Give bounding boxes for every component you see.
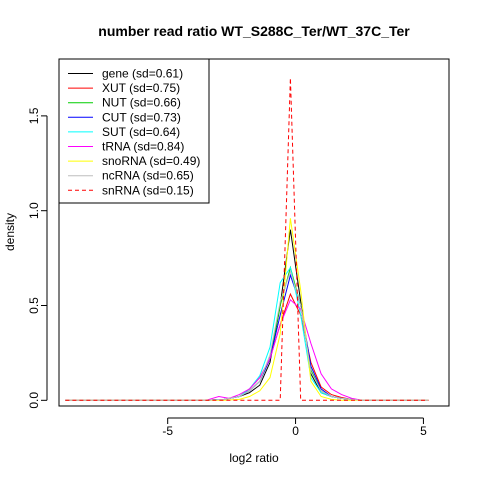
legend-entry-sut: SUT (sd=0.64) (68, 125, 180, 139)
legend-label: ncRNA (sd=0.65) (102, 169, 194, 183)
legend-entry-nut: NUT (sd=0.66) (68, 96, 181, 110)
x-tick-label: 5 (420, 424, 427, 438)
series-line-trna (65, 298, 429, 401)
legend-label: tRNA (sd=0.84) (102, 140, 184, 154)
x-axis-label: log2 ratio (229, 451, 279, 465)
legend-entry-gene: gene (sd=0.61) (68, 67, 183, 81)
series-line-cut (65, 273, 429, 401)
y-tick-label: 1.0 (27, 202, 41, 219)
legend-entry-snrna: snRNA (sd=0.15) (68, 183, 194, 197)
series-line-snrna (65, 77, 429, 401)
legend-label: snoRNA (sd=0.49) (102, 154, 200, 168)
legend-label: NUT (sd=0.66) (102, 96, 181, 110)
legend-label: gene (sd=0.61) (102, 67, 183, 81)
x-tick-label: 0 (292, 424, 299, 438)
legend-box (58, 58, 210, 204)
x-tick-label: -5 (162, 424, 173, 438)
legend-entry-cut: CUT (sd=0.73) (68, 110, 181, 124)
legend-entry-ncrna: ncRNA (sd=0.65) (68, 169, 194, 183)
series-line-gene (65, 229, 429, 401)
y-tick-label: 1.5 (27, 107, 41, 124)
legend-entry-xut: XUT (sd=0.75) (68, 81, 180, 95)
series-line-ncrna (65, 269, 429, 401)
series-line-nut (65, 265, 429, 401)
y-tick-label: 0.0 (27, 392, 41, 409)
legend-entry-snorna: snoRNA (sd=0.49) (68, 154, 200, 168)
legend-label: CUT (sd=0.73) (102, 110, 181, 124)
series-line-sut (65, 266, 429, 401)
y-axis-label: density (3, 213, 17, 251)
chart-title: number read ratio WT_S288C_Ter/WT_37C_Te… (98, 23, 410, 39)
y-axis: 0.0 0.5 1.0 1.5 (27, 107, 48, 409)
legend-label: SUT (sd=0.64) (102, 125, 180, 139)
x-axis: -5 0 5 (162, 417, 427, 438)
plot-lines (65, 77, 429, 401)
series-line-snorna (65, 218, 429, 401)
legend-label: snRNA (sd=0.15) (102, 183, 194, 197)
y-tick-label: 0.5 (27, 297, 41, 314)
legend-label: XUT (sd=0.75) (102, 81, 180, 95)
legend-entry-trna: tRNA (sd=0.84) (68, 140, 184, 154)
legend: gene (sd=0.61)XUT (sd=0.75)NUT (sd=0.66)… (58, 58, 210, 204)
series-line-xut (65, 292, 429, 401)
plot-frame (58, 58, 450, 407)
